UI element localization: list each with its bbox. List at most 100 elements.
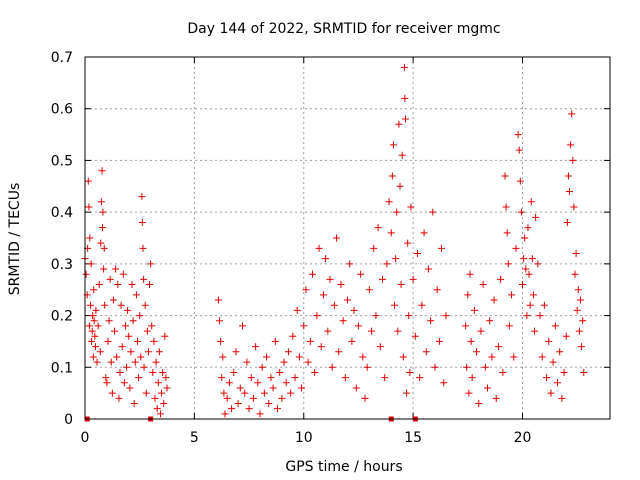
data-point: [158, 389, 166, 397]
data-point: [100, 265, 108, 273]
data-point: [510, 353, 518, 361]
data-point: [519, 281, 526, 289]
data-point: [411, 332, 419, 340]
data-point: [258, 363, 266, 371]
data-point: [479, 281, 487, 289]
data-point: [470, 306, 478, 314]
data-point: [284, 348, 292, 356]
y-tick-label: 0.6: [51, 102, 73, 118]
data-point: [418, 301, 426, 309]
data-point: [134, 337, 141, 345]
data-point: [333, 234, 341, 242]
data-point: [138, 218, 146, 226]
data-point: [503, 229, 511, 237]
data-point: [131, 358, 139, 366]
data-point: [304, 358, 312, 366]
data-point: [105, 317, 113, 325]
data-point: [89, 312, 97, 320]
data-point: [149, 368, 157, 376]
data-point: [400, 63, 408, 71]
data-point: [389, 141, 397, 149]
data-point: [287, 389, 295, 397]
data-point: [90, 286, 98, 294]
data-point: [151, 394, 159, 402]
data-point: [86, 301, 94, 309]
data-point: [239, 322, 246, 330]
data-point: [385, 198, 393, 206]
data-point: [505, 322, 513, 330]
data-point: [388, 172, 396, 180]
data-point: [247, 374, 255, 382]
data-point: [245, 405, 253, 413]
x-tick-label: 20: [514, 430, 532, 446]
data-point: [147, 260, 155, 268]
data-point: [465, 389, 473, 397]
data-point: [295, 353, 303, 361]
data-point: [271, 337, 279, 345]
data-point: [543, 374, 551, 382]
data-point: [348, 337, 356, 345]
chart-title: Day 144 of 2022, SRMTID for receiver mgm…: [187, 21, 500, 37]
data-point: [91, 332, 99, 340]
data-point: [120, 379, 128, 387]
data-point: [232, 348, 240, 356]
data-point: [150, 337, 158, 345]
data-point: [119, 270, 127, 278]
data-point: [319, 291, 327, 299]
data-point: [94, 322, 102, 330]
data-point: [414, 250, 421, 258]
data-point: [467, 337, 475, 345]
data-point: [517, 208, 525, 216]
data-point: [492, 394, 500, 402]
data-point: [102, 374, 110, 382]
data-point: [490, 296, 498, 304]
data-point: [395, 120, 403, 128]
x-tick-label: 10: [295, 430, 313, 446]
data-point: [522, 265, 530, 273]
data-point: [529, 291, 537, 299]
data-point: [113, 353, 121, 361]
data-point: [218, 374, 226, 382]
data-point: [397, 281, 405, 289]
data-point: [406, 368, 414, 376]
data-point: [574, 286, 582, 294]
data-point: [556, 348, 564, 356]
data-point: [560, 368, 568, 376]
data-point: [486, 317, 494, 325]
data-point: [282, 379, 290, 387]
data-point: [514, 131, 522, 139]
data-point: [401, 94, 409, 102]
data-point: [468, 374, 476, 382]
y-tick-label: 0: [64, 412, 73, 428]
data-point: [140, 363, 148, 371]
data-point: [516, 177, 524, 185]
data-point: [536, 312, 544, 320]
data-point: [528, 255, 536, 263]
data-point: [85, 203, 93, 211]
data-point: [571, 270, 579, 278]
data-point: [98, 167, 106, 175]
data-point: [464, 291, 472, 299]
data-point: [104, 337, 112, 345]
data-point: [263, 353, 271, 361]
data-point: [112, 265, 120, 273]
data-point: [300, 322, 308, 330]
data-point: [97, 239, 105, 247]
data-point: [344, 296, 351, 304]
data-point: [567, 141, 575, 149]
data-point: [144, 348, 152, 356]
data-point: [393, 208, 401, 216]
data-point: [84, 177, 92, 185]
data-point: [163, 384, 171, 392]
data-point: [502, 203, 510, 211]
data-point: [92, 306, 100, 314]
data-point: [243, 358, 251, 366]
data-point: [534, 260, 542, 268]
data-point: [278, 394, 286, 402]
data-point: [137, 353, 145, 361]
data-point: [115, 394, 123, 402]
data-point: [433, 286, 441, 294]
data-point: [357, 270, 365, 278]
data-point: [368, 327, 376, 335]
